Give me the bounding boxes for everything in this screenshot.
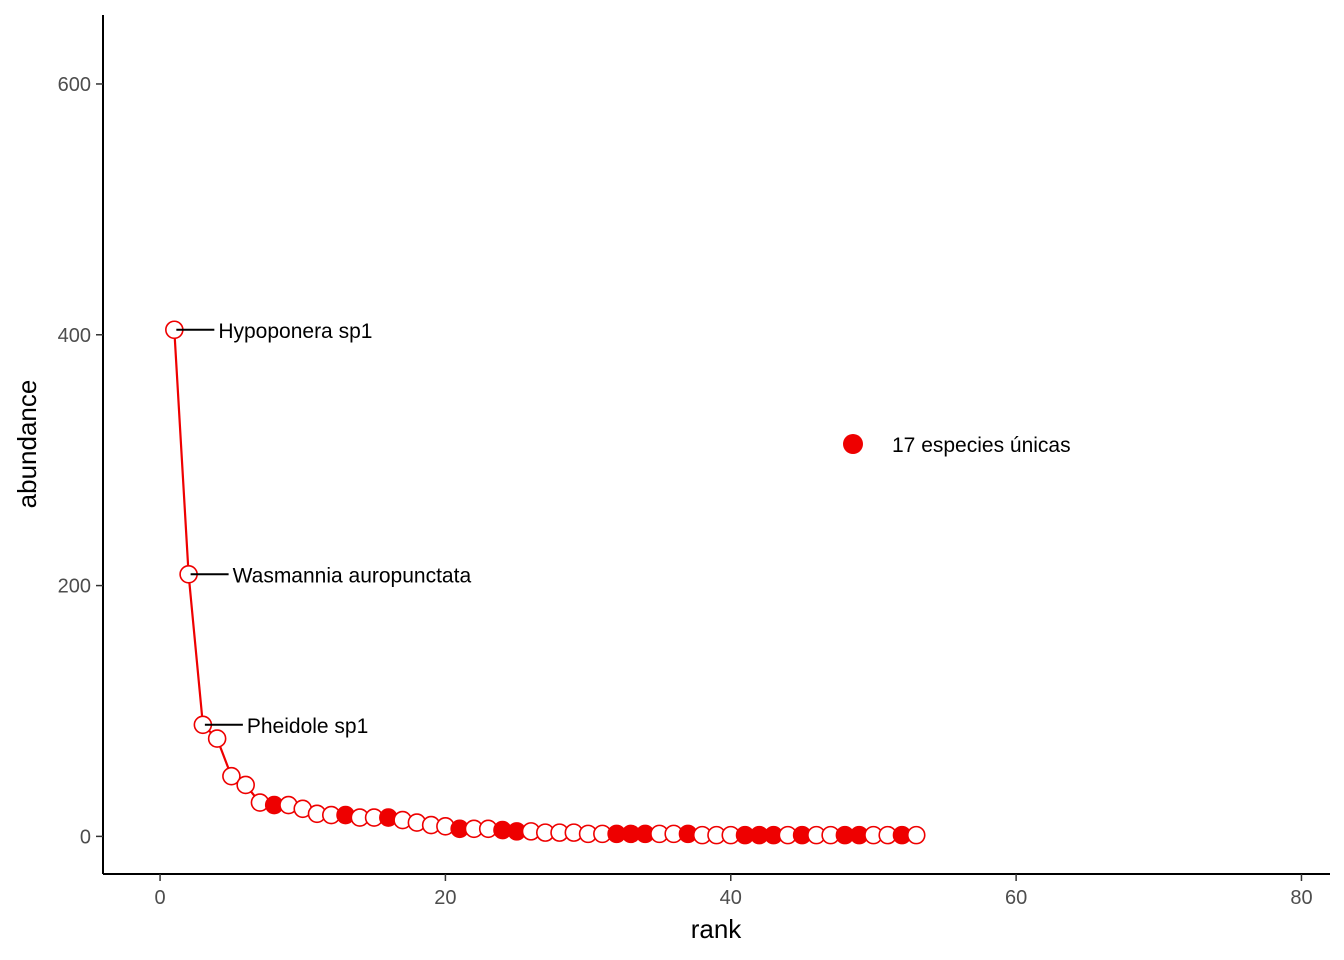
- annotations: Hypoponera sp1 Wasmannia auropunctata Phei…: [176, 320, 471, 738]
- x-axis-title: rank: [691, 914, 743, 944]
- y-axis-title: abundance: [12, 380, 42, 509]
- species-point: [236, 775, 255, 795]
- x-tick-label: 0: [155, 887, 166, 909]
- annotation-label: Hypoponera sp1: [218, 320, 372, 343]
- y-tick-label: 0: [80, 826, 91, 848]
- x-tick-label: 60: [1005, 887, 1027, 909]
- annotation-label: Wasmannia auropunctata: [233, 564, 472, 587]
- axes: [102, 15, 1330, 875]
- x-ticks: 0 20 40 60 80: [155, 874, 1313, 909]
- legend-marker: [843, 434, 863, 454]
- species-point: [906, 825, 926, 845]
- x-tick-label: 20: [434, 887, 456, 909]
- y-tick-label: 600: [58, 74, 91, 96]
- x-tick-label: 80: [1290, 887, 1312, 909]
- x-tick-label: 40: [720, 887, 742, 909]
- legend: 17 especies únicas: [843, 434, 1071, 457]
- annotation-label: Pheidole sp1: [247, 715, 368, 738]
- legend-label: 17 especies únicas: [892, 434, 1071, 457]
- data-points: [165, 320, 926, 845]
- y-tick-label: 400: [58, 325, 91, 347]
- species-point: [222, 766, 241, 786]
- y-tick-label: 200: [58, 576, 91, 598]
- y-ticks: 0 200 400 600: [58, 74, 103, 848]
- species-point: [207, 729, 227, 748]
